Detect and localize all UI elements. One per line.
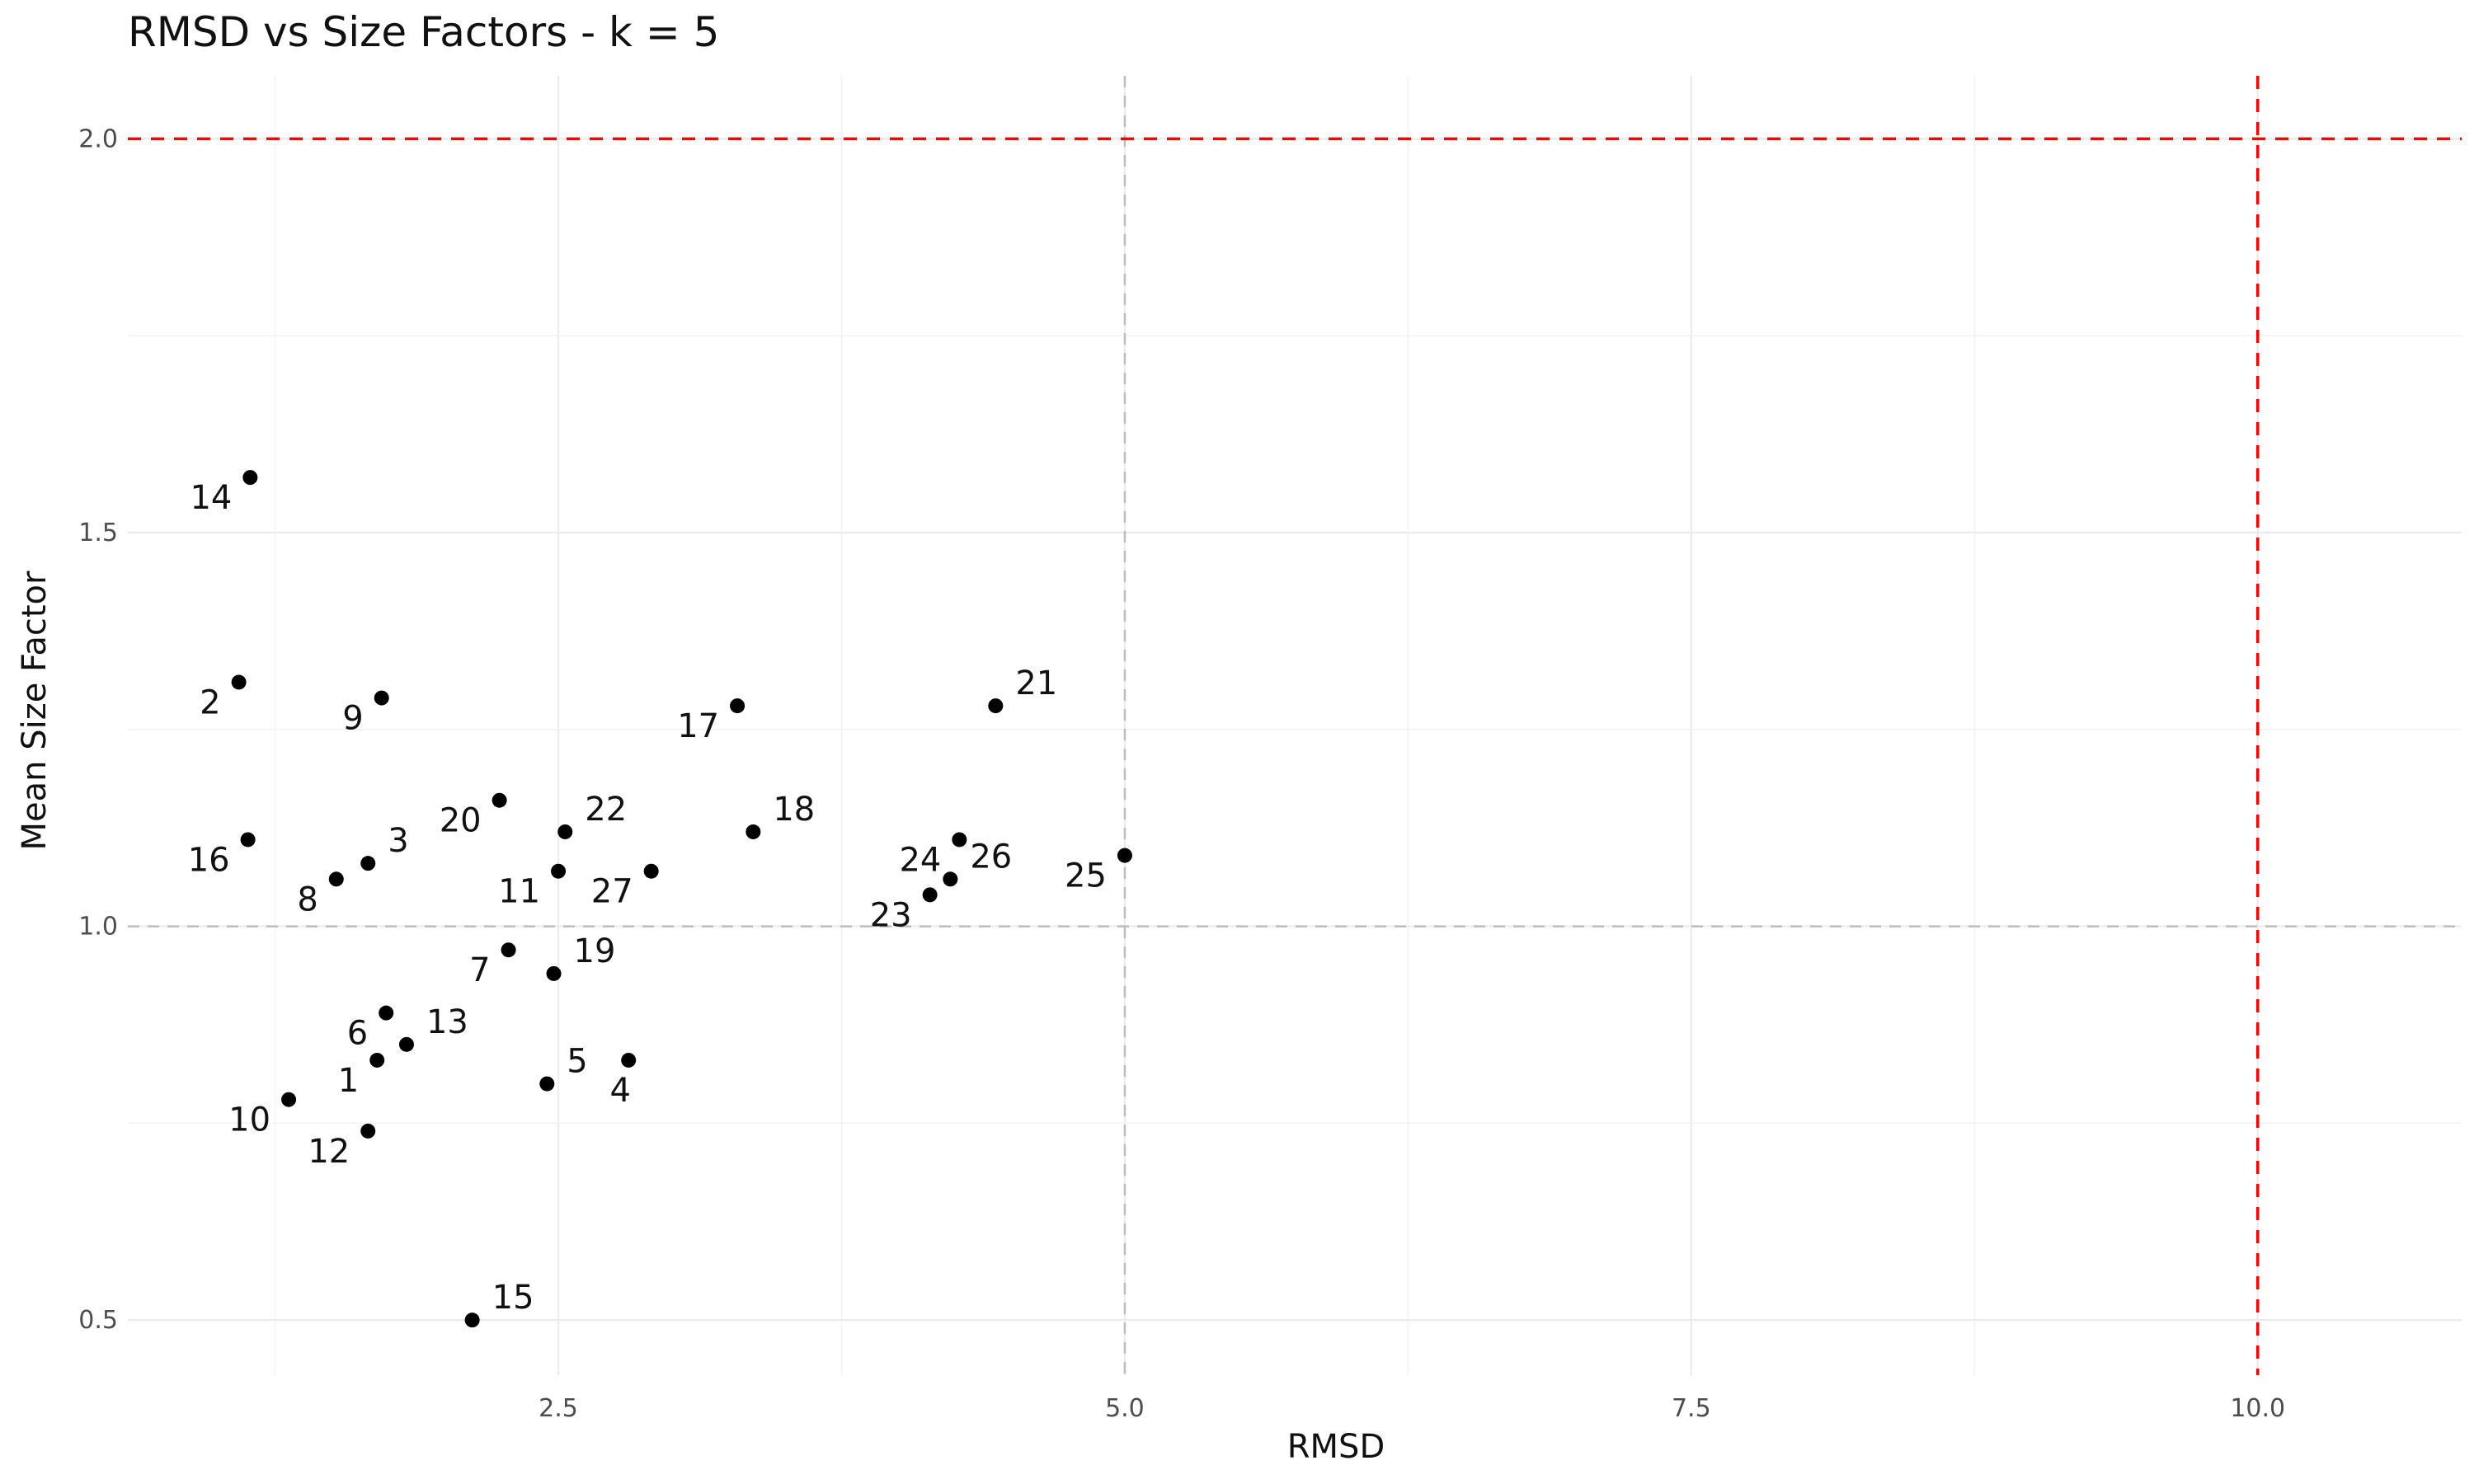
point-label-5: 5 bbox=[567, 1043, 587, 1081]
data-point-24 bbox=[952, 832, 967, 848]
point-label-24: 24 bbox=[899, 841, 941, 879]
point-label-18: 18 bbox=[773, 791, 815, 829]
point-label-21: 21 bbox=[1015, 665, 1057, 702]
data-point-25 bbox=[1117, 848, 1132, 863]
point-label-6: 6 bbox=[347, 1015, 368, 1053]
x-axis-title: RMSD bbox=[1287, 1428, 1385, 1466]
data-point-3 bbox=[360, 856, 376, 871]
point-label-16: 16 bbox=[188, 841, 230, 879]
data-point-16 bbox=[240, 832, 256, 848]
point-label-13: 13 bbox=[426, 1003, 468, 1041]
point-label-4: 4 bbox=[609, 1072, 630, 1110]
point-label-12: 12 bbox=[308, 1133, 350, 1171]
data-point-15 bbox=[464, 1313, 480, 1328]
data-point-8 bbox=[328, 871, 344, 887]
data-point-26 bbox=[943, 871, 958, 887]
point-label-25: 25 bbox=[1065, 857, 1107, 895]
x-tick-label: 7.5 bbox=[1672, 1394, 1711, 1423]
point-label-23: 23 bbox=[870, 896, 912, 934]
x-tick-label: 5.0 bbox=[1105, 1394, 1145, 1423]
data-point-7 bbox=[501, 942, 516, 958]
data-point-1 bbox=[369, 1052, 385, 1068]
data-point-6 bbox=[379, 1005, 394, 1021]
data-point-22 bbox=[557, 824, 573, 839]
point-label-19: 19 bbox=[574, 932, 616, 970]
data-point-18 bbox=[745, 824, 761, 839]
point-label-15: 15 bbox=[492, 1279, 534, 1317]
data-point-23 bbox=[922, 887, 938, 903]
data-point-27 bbox=[643, 863, 659, 879]
data-point-19 bbox=[546, 965, 562, 981]
data-point-10 bbox=[281, 1092, 297, 1107]
point-label-8: 8 bbox=[297, 881, 317, 918]
y-tick-label: 1.0 bbox=[78, 913, 118, 942]
point-label-11: 11 bbox=[498, 873, 540, 911]
point-label-9: 9 bbox=[342, 700, 363, 738]
data-point-9 bbox=[374, 690, 389, 706]
grid-lines bbox=[128, 76, 2462, 1375]
x-tick-label: 10.0 bbox=[2230, 1394, 2285, 1423]
reference-lines bbox=[128, 76, 2462, 1375]
data-point-21 bbox=[988, 698, 1004, 714]
data-point-20 bbox=[492, 792, 507, 808]
point-label-3: 3 bbox=[388, 822, 408, 860]
data-point-13 bbox=[398, 1036, 414, 1052]
data-point-12 bbox=[360, 1123, 376, 1139]
data-point-11 bbox=[551, 863, 567, 879]
data-point-2 bbox=[231, 674, 247, 690]
point-label-7: 7 bbox=[469, 951, 490, 989]
y-tick-label: 0.5 bbox=[78, 1306, 118, 1335]
chart-title: RMSD vs Size Factors - k = 5 bbox=[128, 8, 720, 56]
point-label-26: 26 bbox=[970, 838, 1012, 876]
data-point-4 bbox=[621, 1052, 637, 1068]
data-point-17 bbox=[730, 698, 745, 714]
axis-ticks: 2.5 5.0 7.5 10.0 0.5 1.0 1.5 2.0 bbox=[78, 124, 2285, 1423]
x-tick-label: 2.5 bbox=[539, 1394, 578, 1423]
point-label-2: 2 bbox=[200, 683, 220, 721]
point-label-20: 20 bbox=[440, 802, 482, 840]
y-tick-label: 1.5 bbox=[78, 519, 118, 547]
point-label-27: 27 bbox=[591, 873, 633, 911]
point-label-1: 1 bbox=[338, 1062, 359, 1100]
point-label-17: 17 bbox=[677, 707, 719, 745]
y-axis-title: Mean Size Factor bbox=[16, 571, 54, 851]
point-label-22: 22 bbox=[585, 791, 627, 829]
data-point-5 bbox=[539, 1076, 555, 1092]
data-point-14 bbox=[242, 470, 258, 486]
point-label-14: 14 bbox=[190, 479, 232, 517]
point-label-10: 10 bbox=[228, 1101, 270, 1139]
y-tick-label: 2.0 bbox=[78, 124, 118, 153]
data-points bbox=[231, 470, 1132, 1328]
